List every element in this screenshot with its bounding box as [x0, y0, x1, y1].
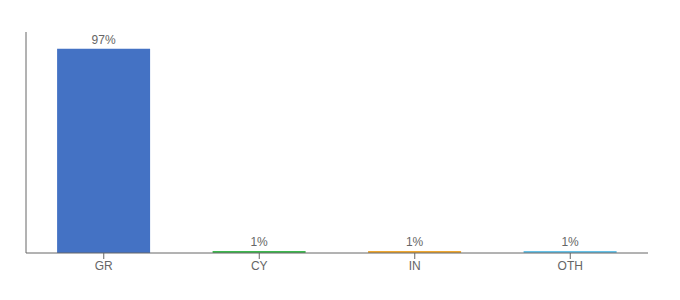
- svg-text:CY: CY: [251, 259, 268, 273]
- svg-text:97%: 97%: [92, 33, 116, 47]
- svg-text:1%: 1%: [561, 235, 579, 249]
- svg-text:OTH: OTH: [558, 259, 583, 273]
- svg-text:IN: IN: [409, 259, 421, 273]
- svg-text:1%: 1%: [250, 235, 268, 249]
- svg-text:GR: GR: [95, 259, 113, 273]
- svg-text:1%: 1%: [406, 235, 424, 249]
